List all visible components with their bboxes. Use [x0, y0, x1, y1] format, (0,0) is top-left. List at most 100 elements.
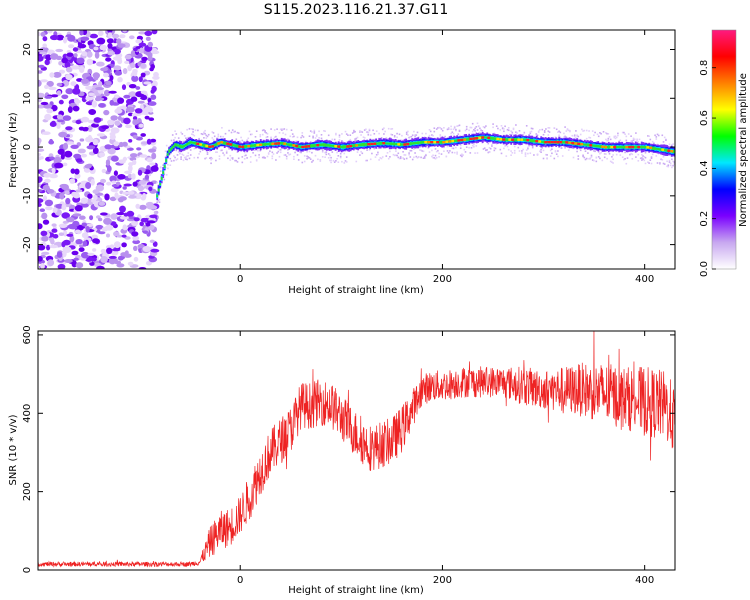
- spectrogram-ridge-peak: [499, 138, 503, 141]
- spectrogram-noise-cell: [61, 212, 70, 219]
- spectrogram-noise-cell: [148, 107, 154, 113]
- spectrogram-ridge-band: [664, 149, 667, 152]
- spectrogram-ridge-peak: [577, 142, 581, 145]
- spectrogram-ridge-speckle: [354, 138, 356, 140]
- spectrogram-ridge-speckle: [313, 129, 316, 132]
- spectrogram-ridge-speckle: [599, 132, 601, 134]
- spectrogram-ridge-band: [366, 142, 369, 146]
- spectrogram-ridge-speckle: [191, 133, 193, 135]
- spectrogram-ridge-speckle: [599, 157, 601, 160]
- spectrogram-ridge-speckle: [654, 134, 656, 137]
- spectrogram-noise-cell: [116, 263, 125, 268]
- spectrogram-ridge-band: [408, 142, 411, 145]
- spectrogram-ridge-speckle: [456, 125, 458, 127]
- spectrogram-noise-cell: [139, 154, 148, 158]
- spectrogram-ridge-speckle: [471, 144, 474, 147]
- spectrogram-ridge-speckle: [609, 160, 612, 163]
- spectrogram-ridge-speckle: [427, 147, 430, 149]
- spectrogram-noise-cell: [103, 109, 110, 116]
- spectrogram-ridge-speckle: [421, 150, 424, 152]
- spectrogram-ridge-speckle: [596, 133, 599, 136]
- spectrogram-noise-cell: [70, 168, 76, 174]
- spectrogram-ridge-speckle: [588, 136, 590, 139]
- snr-y-axis-label: SNR (10 * v/v): [8, 414, 19, 485]
- spectrogram-noise-cell: [38, 70, 43, 74]
- spectrogram-ridge-speckle: [261, 133, 264, 136]
- spectrogram-ridge-speckle: [617, 134, 619, 137]
- spectrogram-ridge-speckle: [189, 149, 192, 151]
- spectrogram-ridge-band: [381, 142, 384, 145]
- spectrogram-ridge-speckle: [219, 149, 222, 152]
- spectrogram-ridge-speckle: [446, 145, 449, 148]
- spectrogram-noise-cell: [137, 185, 144, 192]
- spectrogram-ridge-speckle: [344, 130, 347, 133]
- spectrogram-ridge-speckle: [199, 150, 202, 153]
- spectrogram-ridge-band: [588, 143, 591, 147]
- spectrogram-noise-cell: [81, 232, 89, 239]
- spectrogram-ridge-speckle: [431, 134, 433, 136]
- spectrogram-ridge-speckle: [554, 150, 557, 153]
- spectrogram-ridge-speckle: [608, 153, 611, 155]
- spectrogram-ridge-speckle: [323, 148, 325, 151]
- spectrogram-noise-cell: [41, 235, 49, 242]
- spectrogram-ridge-peak: [367, 143, 371, 146]
- spectrogram-ridge-speckle: [612, 158, 614, 161]
- spectrogram-ridge-speckle: [655, 136, 658, 138]
- spectrogram-ridge-band: [420, 140, 423, 144]
- spectrogram-ridge-speckle: [641, 159, 643, 161]
- spectrogram-ridge-speckle: [283, 154, 286, 156]
- spectrogram-ridge-speckle: [342, 141, 344, 143]
- spectrogram-ridge-band: [286, 143, 289, 146]
- spectrogram-ridge-peak: [601, 145, 605, 148]
- spectrogram-noise-cell: [105, 159, 111, 166]
- spectrogram-ridge-speckle: [229, 159, 232, 161]
- spectrogram-ridge-speckle: [443, 127, 445, 129]
- spectrogram-ridge-speckle: [311, 151, 313, 154]
- spectrogram-ridge-speckle: [330, 159, 332, 162]
- spectrogram-ridge-speckle: [405, 133, 408, 135]
- spectrogram-noise-cell: [71, 65, 80, 70]
- spectrogram-ridge-speckle: [228, 129, 230, 132]
- spectrogram-noise-cell: [139, 47, 144, 54]
- spectrogram-noise-cell: [109, 134, 116, 140]
- spectrogram-ridge-speckle: [663, 163, 666, 165]
- spectrogram-ridge-speckle: [236, 131, 239, 134]
- spectrogram-ridge-band: [375, 142, 378, 145]
- spectrogram-ridge-speckle: [452, 128, 455, 131]
- spectrogram-noise-cell: [46, 244, 51, 251]
- spectrogram-ridge-peak: [445, 140, 449, 143]
- spectrogram-noise-cell: [86, 86, 92, 90]
- spectrogram-ridge-speckle: [175, 149, 178, 152]
- spectrogram-ridge-speckle: [276, 152, 278, 154]
- spectrogram-ridge-speckle: [158, 201, 161, 203]
- spectrogram-ridge-speckle: [361, 152, 364, 155]
- spectrogram-ridge-speckle: [456, 153, 458, 155]
- spectrogram-noise-cell: [126, 147, 134, 151]
- spectrogram-ridge-band: [640, 145, 643, 149]
- y-tick-label: 400: [22, 404, 33, 423]
- spectrogram-ridge-speckle: [431, 155, 433, 158]
- spectrogram-ridge-band: [235, 144, 238, 148]
- spectrogram-ridge-speckle: [635, 132, 637, 134]
- spectrogram-noise-cell: [128, 191, 135, 195]
- spectrogram-ridge-speckle: [374, 156, 377, 158]
- spectrogram-ridge-speckle: [485, 125, 487, 127]
- spectrogram-ridge-speckle: [381, 146, 384, 148]
- spectrogram-ridge-peak: [517, 138, 521, 141]
- spectrogram-ridge-speckle: [493, 132, 496, 135]
- spectrogram-ridge-speckle: [230, 157, 233, 159]
- spectrogram-ridge-speckle: [392, 153, 395, 156]
- spectrogram-ridge-speckle: [673, 163, 675, 165]
- spectrogram-ridge-speckle: [632, 139, 635, 141]
- spectrogram-ridge-speckle: [451, 147, 454, 149]
- spectrogram-ridge-speckle: [174, 156, 176, 159]
- spectrogram-ridge-speckle: [637, 153, 640, 156]
- spectrogram-ridge-speckle: [170, 160, 173, 162]
- spectrogram-ridge-peak: [496, 137, 500, 141]
- spectrogram-ridge-speckle: [452, 147, 455, 150]
- spectrogram-noise-cell: [61, 203, 67, 211]
- spectrogram-noise-cell: [131, 220, 139, 226]
- spectrogram-noise-cell: [50, 53, 59, 60]
- spectrogram-ridge-speckle: [327, 153, 330, 155]
- spectrogram-ridge-band: [648, 146, 651, 149]
